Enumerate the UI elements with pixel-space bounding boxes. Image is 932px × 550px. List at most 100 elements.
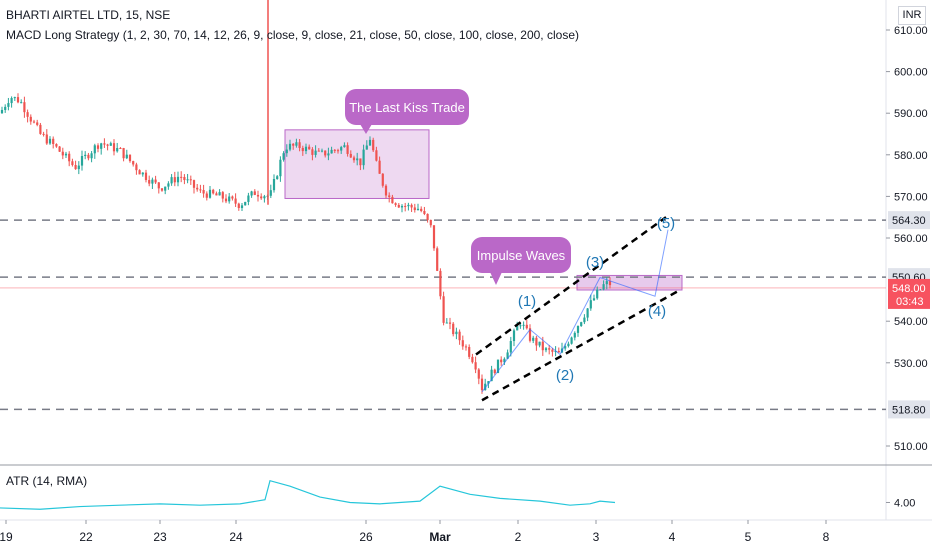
candle-body [423,210,426,214]
candle-body [468,346,471,357]
candle-body [205,193,208,198]
candle-body [452,323,455,335]
level-price-badge [888,211,930,230]
candle-body [13,97,16,99]
candle-body [224,198,228,202]
candle-body [599,289,602,291]
candle-body [279,159,282,177]
candle-body [125,154,128,159]
candle-body [71,161,74,166]
candle-body [516,325,519,331]
candle-body [77,165,80,170]
candle-body [583,317,586,323]
candle-body [429,219,432,226]
candle-body [68,153,71,162]
candle-body [240,205,244,209]
candle-body [365,145,368,150]
countdown-label: 03:43 [896,296,924,308]
candle-body [4,106,7,110]
candle-body [157,182,160,189]
candle-body [48,138,52,144]
candle-body [352,157,356,161]
candle-body [324,150,327,156]
y-tick-label: 590.00 [894,108,928,120]
candle-body [535,337,538,346]
channel-upper [475,216,667,356]
x-tick-label: 8 [823,530,830,544]
candle-body [103,143,106,145]
candle-body [304,146,308,152]
candle-body [551,349,554,352]
candle-body [340,147,343,151]
level-price-label: 564.30 [892,215,926,227]
y-tick-label: 540.00 [894,316,928,328]
callout-impulse-pointer [490,272,502,285]
candle-body [349,153,352,158]
candle-body [343,145,346,148]
candle-body [589,300,592,309]
candle-body [269,190,272,196]
atr-label: ATR (14, RMA) [6,474,88,488]
callout-last-kiss-pointer [360,124,372,134]
candle-body [298,142,301,148]
candle-body [164,186,167,191]
y-tick-label: 560.00 [894,233,928,245]
candle-body [362,149,365,166]
candle-body [538,341,541,346]
candle-body [84,154,87,157]
candle-body [522,324,525,326]
candle-body [221,192,224,199]
x-tick-label: 24 [229,530,243,544]
candle-body [308,146,311,150]
candle-body [218,192,221,196]
x-tick-label: 19 [0,530,13,544]
candle-body [496,359,500,374]
candle-body [317,150,320,152]
candle-body [180,176,183,178]
candle-body [148,180,151,184]
candle-body [461,340,464,347]
candle-body [426,213,429,220]
candle-body [128,154,132,162]
candle-body [45,134,48,144]
y-tick-label: 510.00 [894,441,928,453]
candle-body [471,356,474,363]
candle-body [228,196,231,202]
candle-body [368,139,372,146]
candle-body [292,143,295,146]
candle-body [295,142,298,146]
candle-body [314,150,317,155]
candle-body [208,189,212,198]
candle-body [541,341,544,351]
wave-label: (3) [586,254,604,271]
candle-body [52,138,55,145]
candle-body [10,98,13,104]
x-tick-label: 22 [79,530,93,544]
candle-body [445,322,448,324]
candle-body [109,143,112,146]
candle-body [570,337,573,344]
candle-body [592,298,596,301]
candle-body [528,328,532,341]
candle-body [573,332,576,338]
candle-body [490,369,493,382]
candle-body [138,170,141,175]
candle-body [381,173,384,186]
candle-body [375,150,378,161]
candle-body [394,203,397,205]
y-tick-label: 570.00 [894,191,928,203]
candle-body [320,150,324,152]
candle-body [263,196,266,199]
candle-body [416,208,420,211]
candle-body [407,204,410,207]
candle-body [388,195,391,197]
candle-body [141,172,144,175]
candle-body [608,281,612,286]
candle-body [346,145,349,154]
candle-body [202,190,205,194]
candle-body [391,196,394,204]
candle-body [20,102,23,104]
currency-button[interactable]: INR [898,6,926,25]
candle-body [439,270,442,297]
